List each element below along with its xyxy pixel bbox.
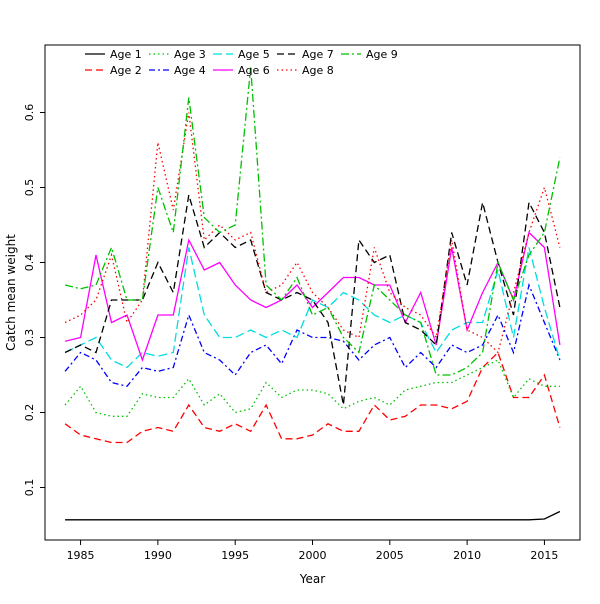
legend-label-age-2: Age 2 bbox=[110, 64, 142, 77]
legend-label-age-9: Age 9 bbox=[366, 48, 398, 61]
series-line-age-2 bbox=[64, 351, 561, 444]
legend-label-age-1: Age 1 bbox=[110, 48, 142, 61]
x-tick-label: 1985 bbox=[67, 549, 95, 562]
y-tick-label: 0.4 bbox=[23, 254, 36, 272]
x-tick-label: 2000 bbox=[299, 549, 327, 562]
series-line-age-4 bbox=[64, 282, 561, 388]
x-tick-label: 2010 bbox=[453, 549, 481, 562]
series-line-age-9 bbox=[64, 67, 561, 376]
legend-label-age-7: Age 7 bbox=[302, 48, 334, 61]
series-line-age-7 bbox=[64, 194, 561, 406]
series-line-age-1 bbox=[65, 510, 561, 521]
series-line-age-3 bbox=[64, 359, 560, 417]
x-tick-label: 1990 bbox=[144, 549, 172, 562]
y-axis-title: Catch mean weight bbox=[4, 234, 18, 351]
series-line-age-5 bbox=[64, 247, 561, 369]
x-axis-title: Year bbox=[299, 572, 325, 586]
x-tick-label: 1995 bbox=[221, 549, 249, 562]
y-tick-label: 0.6 bbox=[23, 104, 36, 122]
series-line-age-8 bbox=[64, 112, 561, 354]
legend-label-age-8: Age 8 bbox=[302, 64, 334, 77]
y-tick-label: 0.3 bbox=[23, 329, 36, 347]
legend-label-age-4: Age 4 bbox=[174, 64, 206, 77]
y-tick-label: 0.1 bbox=[23, 479, 36, 497]
x-tick-label: 2005 bbox=[376, 549, 404, 562]
y-tick-label: 0.2 bbox=[23, 404, 36, 422]
series-line-age-6 bbox=[64, 231, 561, 363]
x-tick-label: 2015 bbox=[530, 549, 558, 562]
legend-label-age-6: Age 6 bbox=[238, 64, 270, 77]
legend-label-age-3: Age 3 bbox=[174, 48, 206, 61]
y-tick-label: 0.5 bbox=[23, 179, 36, 197]
legend-label-age-5: Age 5 bbox=[238, 48, 270, 61]
